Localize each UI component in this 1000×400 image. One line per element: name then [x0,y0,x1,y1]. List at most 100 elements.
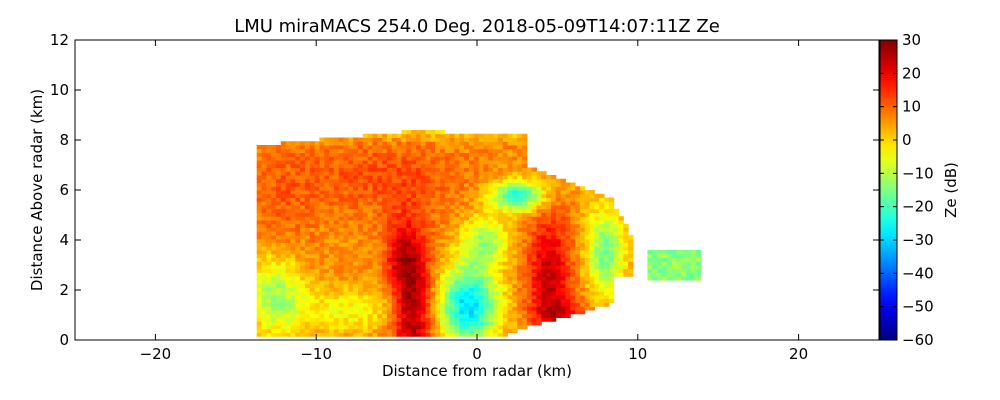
reflectivity-cell [555,216,562,221]
reflectivity-cell [425,208,431,213]
reflectivity-cell [464,276,470,281]
reflectivity-cell [541,197,547,202]
reflectivity-cell [454,250,460,255]
reflectivity-cell [271,238,277,243]
reflectivity-cell [464,133,470,138]
reflectivity-cell [430,163,436,168]
reflectivity-cell [256,223,263,228]
reflectivity-cell [406,160,412,165]
reflectivity-cell [420,160,427,165]
reflectivity-cell [464,145,470,150]
reflectivity-cell [517,306,523,311]
reflectivity-cell [377,253,383,258]
reflectivity-cell [261,325,267,330]
reflectivity-cell [531,216,537,221]
reflectivity-cell [594,216,600,221]
reflectivity-cell [541,208,547,213]
reflectivity-cell [507,190,513,195]
reflectivity-cell [290,235,296,240]
reflectivity-cell [338,321,345,326]
reflectivity-cell [353,152,359,157]
reflectivity-cell [502,313,509,318]
reflectivity-cell [444,193,451,198]
reflectivity-cell [444,298,451,303]
reflectivity-cell [541,235,547,240]
reflectivity-cell [314,298,320,303]
reflectivity-cell [449,328,455,333]
reflectivity-cell [473,283,480,288]
reflectivity-cell [560,280,566,285]
reflectivity-cell [348,295,354,300]
reflectivity-cell [295,321,301,326]
reflectivity-cell [377,313,383,318]
reflectivity-cell [512,261,518,266]
reflectivity-cell [411,268,417,273]
reflectivity-cell [473,156,480,161]
reflectivity-cell [550,313,557,318]
reflectivity-cell [536,310,542,315]
reflectivity-cell [526,178,533,183]
reflectivity-cell [411,208,417,213]
reflectivity-cell [261,298,267,303]
reflectivity-cell [459,231,465,236]
reflectivity-cell [468,283,475,288]
reflectivity-cell [295,163,301,168]
reflectivity-cell [295,253,301,258]
reflectivity-cell [473,212,480,217]
reflectivity-cell [276,178,282,183]
reflectivity-cell [497,171,504,176]
reflectivity-cell [391,186,398,191]
reflectivity-cell [300,227,306,232]
reflectivity-cell [329,261,335,266]
reflectivity-cell [333,227,340,232]
reflectivity-cell [319,145,325,150]
reflectivity-cell [396,257,402,262]
reflectivity-cell [382,302,388,307]
reflectivity-cell [444,253,451,258]
reflectivity-cell [285,295,291,300]
reflectivity-cell [290,205,296,210]
reflectivity-cell [358,283,364,288]
reflectivity-cell [324,160,330,165]
reflectivity-cell [454,268,460,273]
reflectivity-cell [396,238,402,243]
reflectivity-cell [512,163,518,168]
reflectivity-cell [497,257,504,262]
reflectivity-cell [276,295,282,300]
reflectivity-cell [507,178,513,183]
reflectivity-cell [507,280,513,285]
reflectivity-cell [589,193,595,198]
reflectivity-cell [565,280,571,285]
reflectivity-cell [488,253,494,258]
reflectivity-cell [512,328,518,333]
reflectivity-cell [261,156,267,161]
reflectivity-cell [575,242,581,247]
reflectivity-cell [589,298,595,303]
reflectivity-cell [362,190,369,195]
reflectivity-cell [546,238,552,243]
reflectivity-cell [613,268,619,273]
reflectivity-cell [483,328,489,333]
reflectivity-cell [343,208,349,213]
reflectivity-cell [343,257,349,262]
reflectivity-cell [512,227,518,232]
reflectivity-cell [276,190,282,195]
reflectivity-cell [338,205,345,210]
reflectivity-cell [382,257,388,262]
reflectivity-cell [435,332,441,337]
reflectivity-cell [575,295,581,300]
reflectivity-cell [536,268,542,273]
reflectivity-cell [594,272,600,277]
reflectivity-cell [353,216,359,221]
reflectivity-cell [444,175,451,180]
reflectivity-cell [478,295,484,300]
reflectivity-cell [362,145,369,150]
reflectivity-cell [657,276,663,281]
reflectivity-cell [406,145,412,150]
reflectivity-cell [382,325,388,330]
reflectivity-cell [261,246,267,251]
reflectivity-cell [435,160,441,165]
reflectivity-cell [256,295,263,300]
reflectivity-cell [459,152,465,157]
reflectivity-cell [695,272,702,277]
